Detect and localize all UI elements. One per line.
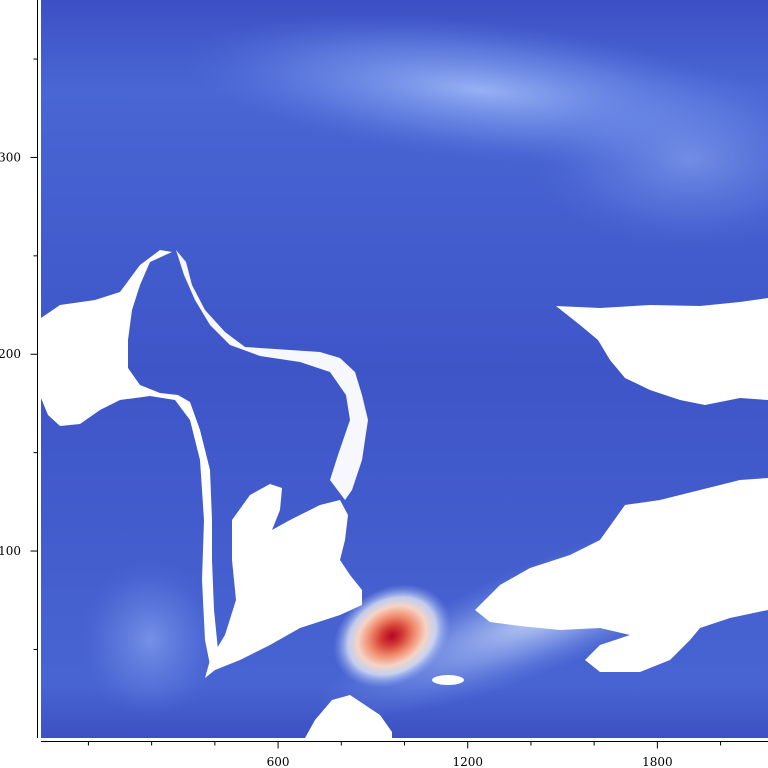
mask-right-lower [475,478,768,672]
mask-small-islet [432,675,464,685]
mask-left-landmass [41,250,218,665]
heatmap-hotspot [333,584,451,688]
x-tick-label: 1800 [642,755,673,768]
y-tick-label: 300 [0,150,21,164]
mask-right-upper [556,298,768,405]
heatmap-field [41,0,768,738]
x-axis: 600 1200 1800 [41,741,768,768]
x-ticks: 600 1200 1800 [87,741,722,768]
heatmap-lower-left-glow [80,560,220,720]
heatmap-right-glow [530,70,768,250]
x-tick-label: 600 [267,755,290,768]
x-tick-label: 1200 [452,755,483,768]
y-ticks: 100 200 300 [0,58,38,650]
mask-bottom-islet [305,695,392,738]
y-axis: 100 200 300 [0,0,38,738]
masked-regions [41,250,768,738]
mask-lower-peninsula [205,484,362,678]
y-tick-label: 100 [0,544,21,558]
y-tick-label: 200 [0,347,21,361]
mask-arm-curve [176,250,368,500]
